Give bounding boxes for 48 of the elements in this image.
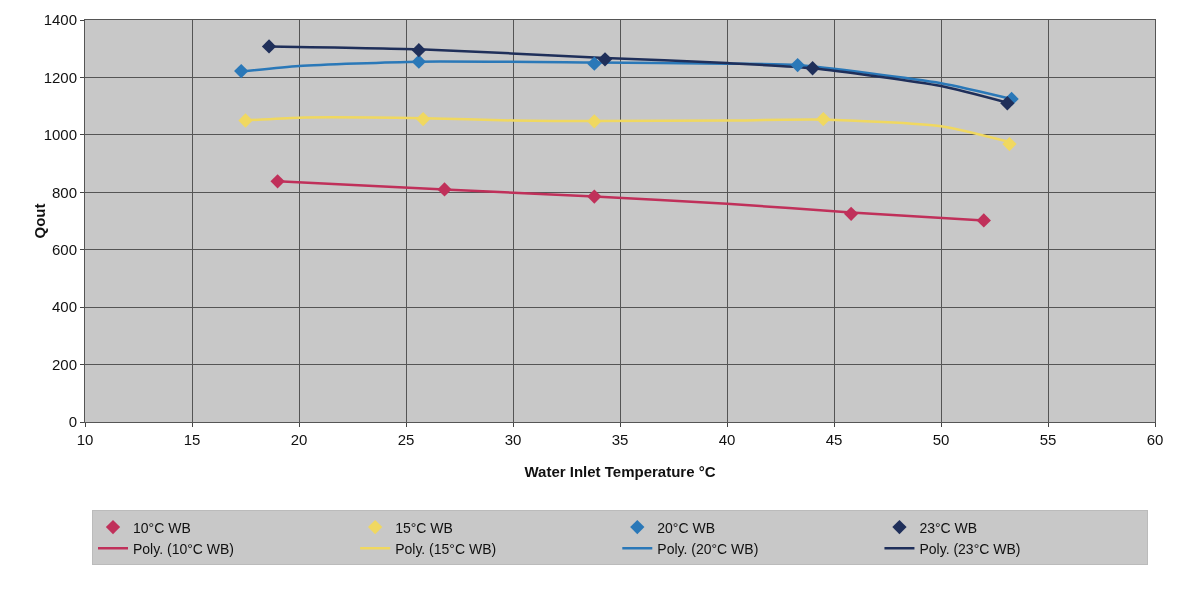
y-tick-label: 0 — [68, 413, 77, 431]
point — [437, 182, 452, 197]
point — [843, 206, 859, 221]
y-tick-label: 400 — [51, 298, 77, 316]
point — [587, 56, 602, 71]
legend-label: Poly. (20°C WB) — [657, 540, 759, 557]
x-tick-label: 30 — [504, 431, 522, 448]
point — [415, 111, 431, 127]
y-tick-label: 600 — [51, 240, 77, 258]
point — [1000, 96, 1015, 111]
legend-label: 20°C WB — [657, 519, 716, 536]
legend-label: 15°C WB — [395, 519, 453, 536]
legend-label: Poly. (15°C WB) — [395, 540, 497, 557]
x-tick-label: 50 — [932, 431, 950, 448]
y-tick-label: 1000 — [43, 126, 77, 144]
x-tick-label: 60 — [1146, 431, 1164, 448]
point — [816, 111, 831, 127]
y-axis-title: Qout — [31, 203, 48, 239]
x-tick-label: 10 — [76, 431, 94, 448]
y-tick-label: 800 — [51, 183, 77, 201]
legend-label: Poly. (23°C WB) — [919, 540, 1021, 557]
point — [234, 63, 249, 79]
point — [1002, 136, 1017, 152]
point — [587, 114, 602, 129]
y-tick-label: 1400 — [43, 11, 77, 29]
legend-label: Poly. (10°C WB) — [133, 540, 235, 557]
legend-label: 23°C WB — [919, 519, 978, 536]
y-tick-label: 200 — [51, 355, 77, 373]
x-tick-label: 55 — [1039, 431, 1057, 448]
x-tick-label: 20 — [290, 431, 308, 448]
point — [805, 61, 820, 76]
legend-label: 10°C WB — [133, 519, 191, 536]
point — [238, 113, 253, 128]
point — [411, 43, 426, 58]
point — [976, 213, 991, 228]
x-tick-label: 40 — [718, 431, 736, 448]
point — [790, 57, 805, 73]
x-tick-label: 25 — [397, 431, 415, 448]
x-tick-label: 35 — [611, 431, 629, 448]
point — [411, 54, 426, 69]
point — [270, 174, 285, 189]
y-tick-label: 1200 — [43, 68, 77, 86]
point — [261, 39, 277, 54]
point — [587, 189, 602, 204]
x-tick-label: 15 — [183, 431, 201, 448]
x-axis-title: Water Inlet Temperature °C — [524, 463, 716, 480]
x-tick-label: 45 — [825, 431, 843, 448]
point — [597, 52, 613, 67]
